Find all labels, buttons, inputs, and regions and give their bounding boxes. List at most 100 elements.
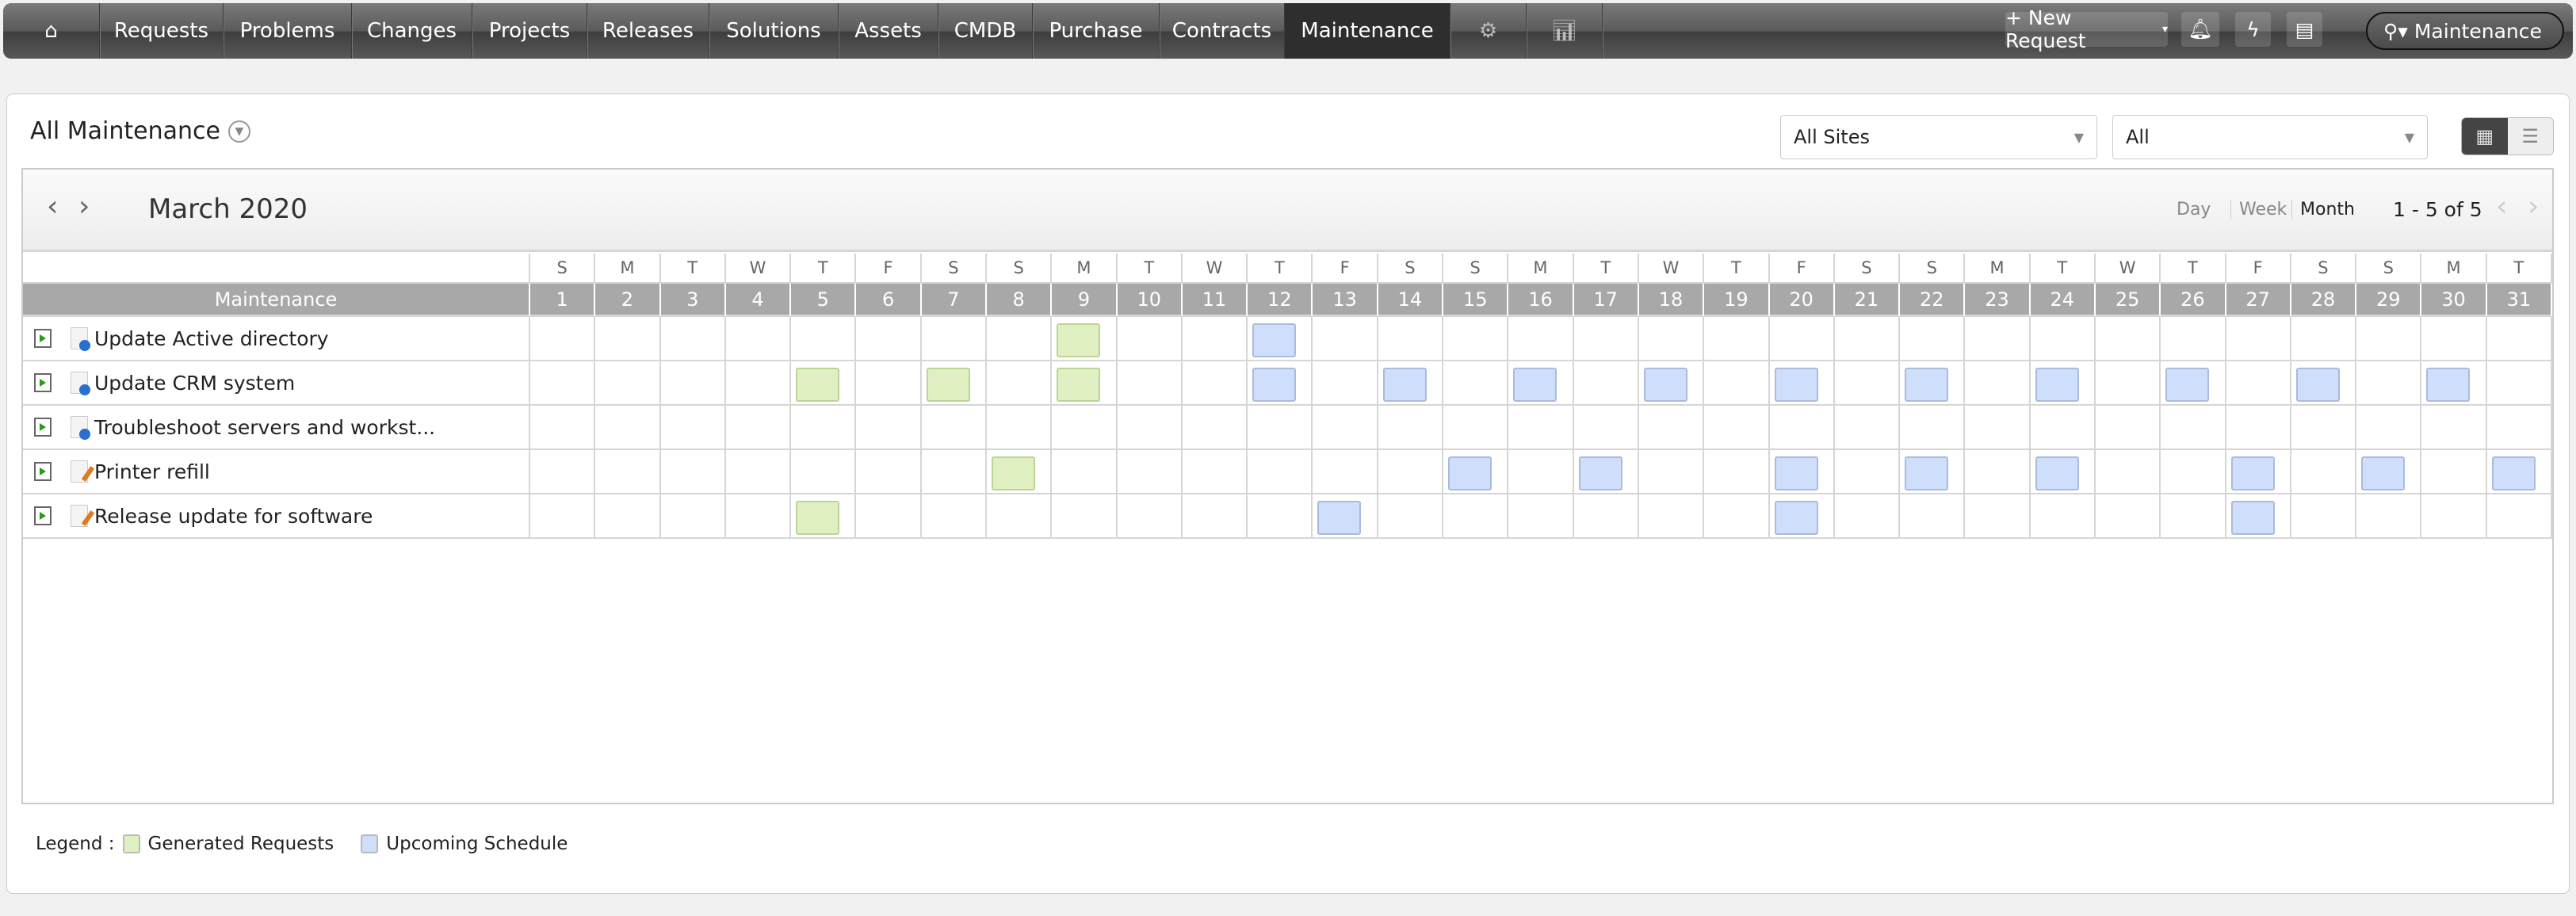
bell-icon[interactable]: 🔔︎ bbox=[2181, 12, 2219, 47]
upcoming-schedule-event[interactable] bbox=[2491, 456, 2536, 490]
day-cell bbox=[1313, 406, 1378, 450]
upcoming-schedule-event[interactable] bbox=[1513, 368, 1557, 402]
upcoming-schedule-event[interactable] bbox=[2230, 501, 2275, 535]
upcoming-schedule-event[interactable] bbox=[2230, 456, 2275, 490]
top-nav: ⌂ Requests Problems Changes Projects Release… bbox=[3, 3, 2573, 59]
view-week[interactable]: Week bbox=[2230, 200, 2287, 219]
maintenance-calendar: ‹ › March 2020 Day Week Month 1 - 5 of 5… bbox=[21, 168, 2554, 804]
lightning-icon[interactable]: ϟ bbox=[2235, 12, 2271, 47]
page-title[interactable]: All Maintenance ▼ bbox=[30, 117, 250, 145]
upcoming-schedule-event[interactable] bbox=[2426, 368, 2471, 402]
maintenance-name[interactable]: Update Active directory bbox=[94, 326, 329, 350]
next-month-icon[interactable]: › bbox=[78, 190, 90, 223]
maintenance-name[interactable]: Release update for software bbox=[94, 504, 373, 528]
view-month[interactable]: Month bbox=[2291, 200, 2355, 219]
upcoming-schedule-event[interactable] bbox=[2361, 456, 2406, 490]
upcoming-schedule-event[interactable] bbox=[1774, 456, 1818, 490]
list-view-icon[interactable]: ☰ bbox=[2507, 118, 2553, 155]
day-cell bbox=[987, 450, 1053, 494]
maintenance-column-header: Maintenance bbox=[23, 284, 530, 317]
day-number: 22 bbox=[1900, 284, 1966, 317]
legend: Legend : Generated Requests Upcoming Sch… bbox=[36, 834, 568, 854]
upcoming-schedule-event[interactable] bbox=[1252, 323, 1297, 357]
generated-request-event[interactable] bbox=[1057, 323, 1101, 357]
schedule-icon[interactable] bbox=[34, 329, 52, 348]
schedule-icon[interactable] bbox=[34, 373, 52, 392]
upcoming-schedule-event[interactable] bbox=[1448, 456, 1492, 490]
new-request-button[interactable]: + New Request ▾ bbox=[2005, 6, 2168, 52]
day-cell bbox=[1182, 406, 1248, 450]
generated-request-event[interactable] bbox=[926, 368, 970, 402]
reports-icon[interactable]: 📊︎ bbox=[1527, 3, 1603, 59]
upcoming-schedule-event[interactable] bbox=[1578, 456, 1622, 490]
maintenance-name[interactable]: Printer refill bbox=[94, 460, 210, 483]
nav-assets[interactable]: Assets bbox=[839, 3, 938, 59]
nav-solutions[interactable]: Solutions bbox=[709, 3, 839, 59]
calendar-toolbar: ‹ › March 2020 Day Week Month 1 - 5 of 5… bbox=[23, 170, 2552, 252]
search-icon[interactable]: ⚲▾ bbox=[2383, 19, 2408, 43]
upcoming-schedule-event[interactable] bbox=[1774, 368, 1818, 402]
generated-request-event[interactable] bbox=[992, 456, 1036, 490]
maintenance-row[interactable]: Update CRM system bbox=[23, 361, 530, 406]
prev-month-icon[interactable]: ‹ bbox=[47, 190, 59, 223]
day-cell bbox=[1508, 317, 1574, 361]
view-day[interactable]: Day bbox=[2177, 200, 2211, 219]
gear-icon[interactable]: ⚙ bbox=[1450, 3, 1527, 59]
new-request-label: + New Request bbox=[2005, 6, 2086, 52]
generated-request-event[interactable] bbox=[796, 368, 840, 402]
upcoming-schedule-event[interactable] bbox=[1317, 501, 1362, 535]
maintenance-row[interactable]: Update Active directory bbox=[23, 317, 530, 361]
filter-select[interactable]: All ▼ bbox=[2112, 115, 2428, 159]
maintenance-row[interactable]: Troubleshoot servers and workst... bbox=[23, 406, 530, 450]
maintenance-row[interactable]: Release update for software bbox=[23, 494, 530, 539]
generated-request-event[interactable] bbox=[796, 501, 840, 535]
day-number: 14 bbox=[1378, 284, 1444, 317]
nav-changes[interactable]: Changes bbox=[352, 3, 472, 59]
day-cell bbox=[1638, 406, 1705, 450]
nav-requests[interactable]: Requests bbox=[100, 3, 224, 59]
nav-contracts[interactable]: Contracts bbox=[1160, 3, 1285, 59]
maintenance-name[interactable]: Troubleshoot servers and workst... bbox=[94, 415, 436, 439]
generated-request-event[interactable] bbox=[1057, 368, 1101, 402]
upcoming-schedule-event[interactable] bbox=[1252, 368, 1297, 402]
prev-page-icon[interactable]: ‹ bbox=[2496, 190, 2508, 223]
upcoming-schedule-event[interactable] bbox=[1643, 368, 1687, 402]
site-select[interactable]: All Sites ▼ bbox=[1780, 115, 2097, 159]
chevron-down-icon[interactable]: ▼ bbox=[227, 120, 250, 143]
day-cell bbox=[1248, 361, 1313, 406]
day-cell bbox=[1443, 494, 1509, 539]
day-cell bbox=[856, 450, 922, 494]
search-box[interactable]: ⚲▾ Maintenance bbox=[2366, 12, 2564, 50]
day-letter: T bbox=[2030, 254, 2096, 284]
day-letter: W bbox=[1638, 254, 1705, 284]
nav-cmdb[interactable]: CMDB bbox=[938, 3, 1033, 59]
filter-select-value: All bbox=[2126, 126, 2150, 148]
nav-releases[interactable]: Releases bbox=[587, 3, 709, 59]
day-cell bbox=[1052, 317, 1118, 361]
maintenance-row[interactable]: Printer refill bbox=[23, 450, 530, 494]
nav-purchase[interactable]: Purchase bbox=[1033, 3, 1160, 59]
schedule-icon[interactable] bbox=[34, 506, 52, 525]
upcoming-schedule-event[interactable] bbox=[2165, 368, 2210, 402]
upcoming-schedule-event[interactable] bbox=[2035, 456, 2079, 490]
upcoming-schedule-event[interactable] bbox=[1905, 456, 1949, 490]
upcoming-schedule-event[interactable] bbox=[2295, 368, 2340, 402]
next-page-icon[interactable]: › bbox=[2528, 190, 2540, 223]
calendar-view-icon[interactable]: ▦ bbox=[2462, 118, 2508, 155]
upcoming-schedule-event[interactable] bbox=[2035, 368, 2079, 402]
notes-icon[interactable]: ▤ bbox=[2287, 12, 2322, 47]
nav-projects[interactable]: Projects bbox=[472, 3, 587, 59]
upcoming-schedule-event[interactable] bbox=[1905, 368, 1949, 402]
day-cell bbox=[530, 450, 596, 494]
day-cell bbox=[1573, 450, 1639, 494]
schedule-icon[interactable] bbox=[34, 418, 52, 437]
schedule-icon[interactable] bbox=[34, 462, 52, 481]
upcoming-schedule-event[interactable] bbox=[1382, 368, 1427, 402]
nav-problems[interactable]: Problems bbox=[224, 3, 352, 59]
day-cell bbox=[1313, 494, 1378, 539]
day-cell bbox=[921, 361, 988, 406]
nav-maintenance[interactable]: Maintenance bbox=[1285, 3, 1450, 59]
upcoming-schedule-event[interactable] bbox=[1774, 501, 1818, 535]
home-icon[interactable]: ⌂ bbox=[3, 3, 100, 59]
maintenance-name[interactable]: Update CRM system bbox=[94, 371, 296, 395]
